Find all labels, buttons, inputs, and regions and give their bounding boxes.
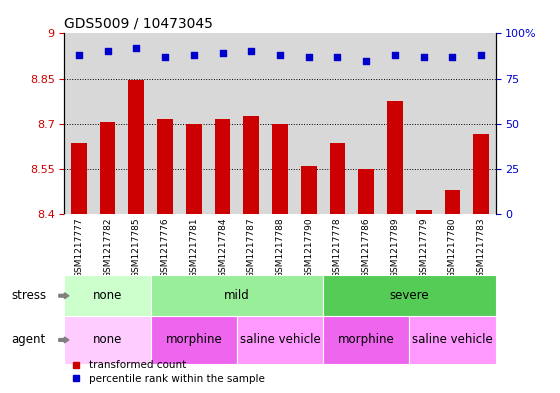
Text: GSM1217787: GSM1217787 bbox=[247, 217, 256, 278]
Bar bbox=[100, 122, 115, 214]
Point bbox=[448, 54, 457, 60]
Point bbox=[477, 52, 486, 58]
Point bbox=[362, 57, 371, 64]
Bar bbox=[330, 143, 346, 214]
Bar bbox=[323, 275, 496, 316]
Point bbox=[247, 48, 256, 55]
Text: saline vehicle: saline vehicle bbox=[240, 333, 320, 347]
Point bbox=[132, 45, 141, 51]
Bar bbox=[128, 80, 144, 214]
Text: GDS5009 / 10473045: GDS5009 / 10473045 bbox=[64, 17, 213, 31]
Text: stress: stress bbox=[11, 289, 46, 302]
Bar bbox=[416, 210, 432, 214]
Bar bbox=[151, 275, 323, 316]
Bar bbox=[237, 316, 323, 364]
Bar bbox=[358, 169, 374, 214]
Text: none: none bbox=[93, 333, 122, 347]
Text: saline vehicle: saline vehicle bbox=[412, 333, 493, 347]
Text: morphine: morphine bbox=[338, 333, 395, 347]
Bar bbox=[445, 190, 460, 214]
Text: severe: severe bbox=[390, 289, 429, 302]
Text: agent: agent bbox=[11, 333, 45, 347]
Bar bbox=[244, 116, 259, 214]
Text: GSM1217789: GSM1217789 bbox=[390, 217, 399, 278]
Text: GSM1217784: GSM1217784 bbox=[218, 217, 227, 278]
Text: mild: mild bbox=[224, 289, 250, 302]
Bar bbox=[387, 101, 403, 214]
Text: GSM1217785: GSM1217785 bbox=[132, 217, 141, 278]
Bar bbox=[186, 124, 202, 214]
Bar bbox=[71, 143, 87, 214]
Point bbox=[189, 52, 198, 58]
Text: GSM1217782: GSM1217782 bbox=[103, 217, 112, 278]
Text: GSM1217790: GSM1217790 bbox=[304, 217, 313, 278]
Text: morphine: morphine bbox=[165, 333, 222, 347]
Legend: transformed count, percentile rank within the sample: transformed count, percentile rank withi… bbox=[61, 356, 269, 388]
Text: GSM1217780: GSM1217780 bbox=[448, 217, 457, 278]
Point bbox=[419, 54, 428, 60]
Text: GSM1217779: GSM1217779 bbox=[419, 217, 428, 278]
Point bbox=[333, 54, 342, 60]
Bar bbox=[272, 124, 288, 214]
Text: GSM1217776: GSM1217776 bbox=[161, 217, 170, 278]
Text: GSM1217778: GSM1217778 bbox=[333, 217, 342, 278]
Bar bbox=[64, 316, 151, 364]
Bar bbox=[64, 275, 151, 316]
Bar bbox=[323, 316, 409, 364]
Bar bbox=[214, 119, 230, 214]
Bar bbox=[473, 134, 489, 214]
Point bbox=[276, 52, 284, 58]
Bar bbox=[157, 119, 173, 214]
Point bbox=[161, 54, 170, 60]
Text: GSM1217781: GSM1217781 bbox=[189, 217, 198, 278]
Bar bbox=[151, 316, 237, 364]
Text: GSM1217786: GSM1217786 bbox=[362, 217, 371, 278]
Point bbox=[103, 48, 112, 55]
Point bbox=[218, 50, 227, 57]
Point bbox=[304, 54, 313, 60]
Text: GSM1217788: GSM1217788 bbox=[276, 217, 284, 278]
Text: none: none bbox=[93, 289, 122, 302]
Text: GSM1217783: GSM1217783 bbox=[477, 217, 486, 278]
Text: GSM1217777: GSM1217777 bbox=[74, 217, 83, 278]
Bar bbox=[409, 316, 496, 364]
Point bbox=[390, 52, 399, 58]
Point bbox=[74, 52, 83, 58]
Bar bbox=[301, 166, 316, 214]
